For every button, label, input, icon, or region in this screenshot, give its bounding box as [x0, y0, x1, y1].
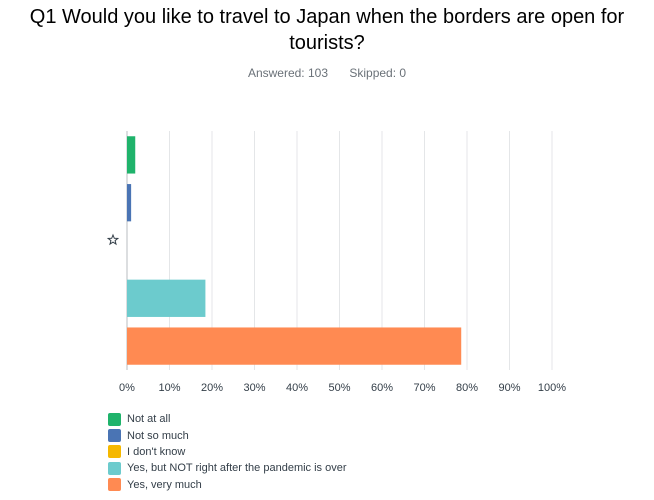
bar[interactable] [127, 279, 206, 317]
legend-label: Yes, but NOT right after the pandemic is… [127, 462, 347, 475]
legend-swatch [108, 429, 121, 443]
x-tick-label: 90% [498, 382, 520, 394]
bar[interactable] [127, 184, 132, 222]
x-tick-label: 30% [243, 382, 265, 394]
answered-count: Answered: 103 [247, 66, 328, 80]
legend-label: I don't know [127, 445, 186, 458]
x-tick-label: 40% [286, 382, 308, 394]
legend: Not at all Not so much I don't know Yes, bu… [108, 411, 347, 493]
bar[interactable] [127, 136, 136, 174]
x-tick-label: 70% [413, 382, 435, 394]
x-tick-label: 20% [201, 382, 223, 394]
question-title: Q1 Would you like to travel to Japan whe… [29, 6, 625, 54]
legend-swatch [108, 412, 121, 426]
legend-label: Not at all [127, 413, 171, 426]
bars [127, 136, 462, 365]
x-tick-label: 100% [538, 382, 566, 394]
x-tick-labels: 0% 10% 20% 30% 40% 50% 60% 70% 80% 90% 100% [119, 382, 566, 394]
legend-item[interactable]: Not so much [108, 427, 347, 443]
skipped-count: Skipped: 0 [349, 66, 407, 80]
legend-item[interactable]: I don't know [108, 444, 347, 460]
legend-label: Not so much [127, 429, 189, 442]
legend-swatch [108, 461, 121, 475]
x-tick-label: 80% [456, 382, 478, 394]
legend-swatch [108, 478, 121, 492]
x-tick-label: 0% [119, 382, 135, 394]
x-tick-label: 10% [158, 382, 180, 394]
bar[interactable] [127, 327, 462, 365]
legend-item[interactable]: Yes, very much [108, 477, 347, 493]
legend-item[interactable]: Yes, but NOT right after the pandemic is… [108, 460, 347, 476]
bar-chart: 0% 10% 20% 30% 40% 50% 60% 70% 80% 90% 100% [106, 131, 566, 394]
response-stats: Answered: 103 Skipped: 0 [0, 66, 654, 80]
x-tick-label: 60% [371, 382, 393, 394]
star-outline-icon[interactable] [106, 233, 120, 246]
legend-swatch [108, 445, 121, 459]
legend-label: Yes, very much [127, 478, 202, 491]
x-tick-label: 50% [328, 382, 350, 394]
legend-item[interactable]: Not at all [108, 411, 347, 427]
